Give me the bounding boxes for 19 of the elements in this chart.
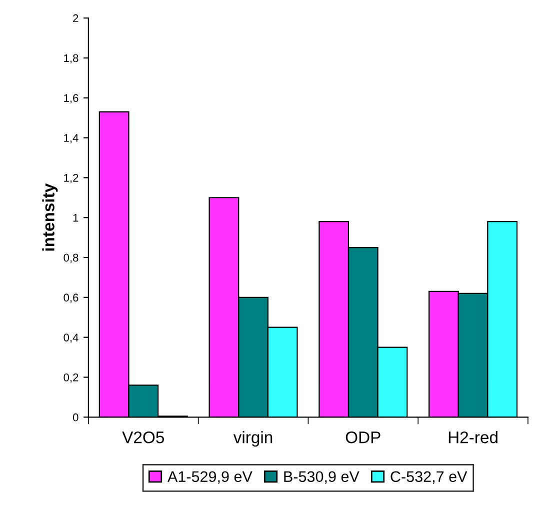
y-axis-title: intensity [42, 183, 58, 251]
y-tick-label: 1 [73, 214, 78, 222]
y-tick-label: 0,6 [64, 294, 78, 303]
legend-label: B-530,9 eV [284, 471, 360, 484]
y-tick-label: 0,8 [64, 254, 78, 263]
x-tick-label: virgin [233, 431, 272, 447]
y-tick-label: 1,2 [64, 174, 78, 184]
y-tick-label: 0,2 [64, 374, 78, 383]
y-tick-label: 2 [73, 14, 78, 22]
y-tick-label: 0 [72, 413, 78, 422]
legend-label: A1-529,9 eV [168, 471, 252, 484]
x-tick-label: H2-red [448, 431, 498, 444]
x-tick-label: ODP [346, 431, 380, 444]
x-tick-label: V2O5 [122, 431, 164, 444]
y-tick-label: 0,4 [64, 334, 78, 343]
y-tick-label: 1,4 [64, 134, 78, 144]
y-tick-label: 1,8 [64, 54, 78, 64]
y-tick-label: 1,6 [64, 94, 78, 104]
legend-label: C-532,7 eV [390, 471, 468, 484]
